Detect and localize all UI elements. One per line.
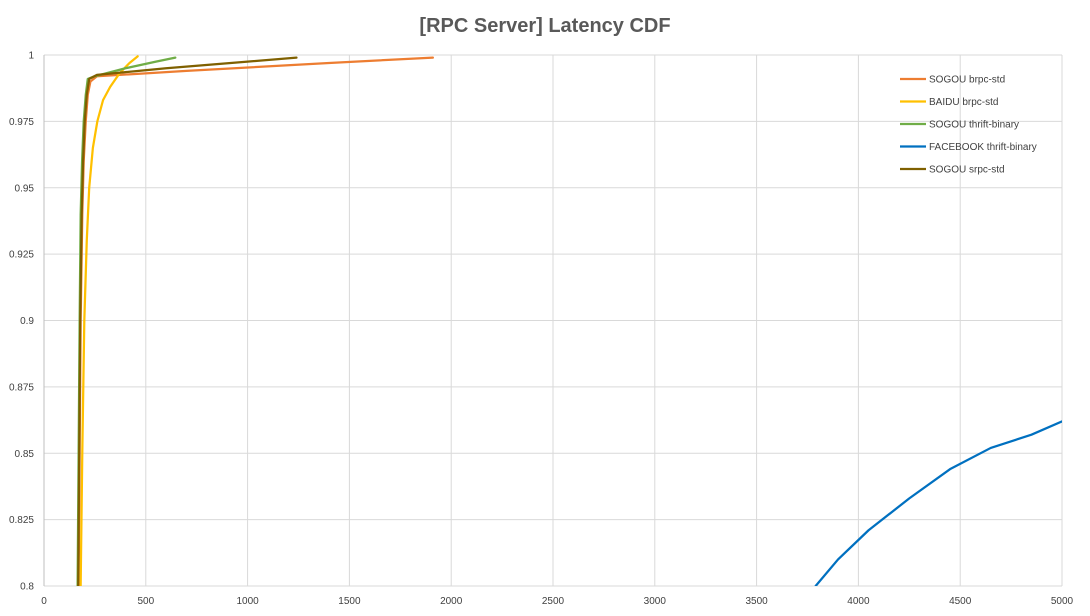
x-tick-label: 3500 (745, 596, 768, 607)
y-tick-label: 0.8 (20, 582, 34, 593)
y-tick-label: 0.925 (9, 250, 34, 261)
legend-label-facebook-thrift-binary: FACEBOOK thrift-binary (929, 142, 1037, 153)
series-line-sogou-srpc-std (77, 56, 298, 586)
series-line-sogou-thrift-binary (76, 56, 177, 586)
x-tick-label: 1000 (236, 596, 259, 607)
legend-label-baidu-brpc-std: BAIDU brpc-std (929, 97, 998, 108)
x-tick-label: 500 (137, 596, 154, 607)
grid-layer (44, 54, 1063, 587)
series-line-facebook-thrift-binary (814, 420, 1062, 586)
y-tick-label: 0.95 (15, 183, 35, 194)
series-line-sogou-brpc-std (77, 56, 435, 586)
y-tick-label: 0.975 (9, 117, 34, 128)
chart-title: [RPC Server] Latency CDF (419, 15, 670, 37)
legend-label-sogou-thrift-binary: SOGOU thrift-binary (929, 120, 1019, 131)
axis-layer: 0 500 1000 1500 2000 2500 3000 3500 4000 4500 5000… (9, 51, 1074, 608)
y-tick-label: 0.85 (15, 449, 35, 460)
x-tick-label: 0 (41, 596, 47, 607)
y-tick-label: 1 (28, 51, 34, 62)
y-tick-label: 0.9 (20, 316, 34, 327)
legend-label-sogou-srpc-std: SOGOU srpc-std (929, 165, 1005, 176)
x-tick-label: 2000 (440, 596, 463, 607)
x-tick-label: 3000 (644, 596, 667, 607)
y-tick-label: 0.825 (9, 515, 34, 526)
legend: SOGOU brpc-std BAIDU brpc-std SOGOU thrift… (900, 75, 1037, 176)
x-tick-label: 1500 (338, 596, 361, 607)
x-tick-label: 5000 (1051, 596, 1074, 607)
series-line-baidu-brpc-std (79, 55, 139, 586)
x-tick-label: 4500 (949, 596, 972, 607)
series-layer (76, 55, 1062, 586)
y-tick-label: 0.875 (9, 382, 34, 393)
x-tick-label: 4000 (847, 596, 870, 607)
legend-label-sogou-brpc-std: SOGOU brpc-std (929, 75, 1005, 86)
x-tick-label: 2500 (542, 596, 565, 607)
